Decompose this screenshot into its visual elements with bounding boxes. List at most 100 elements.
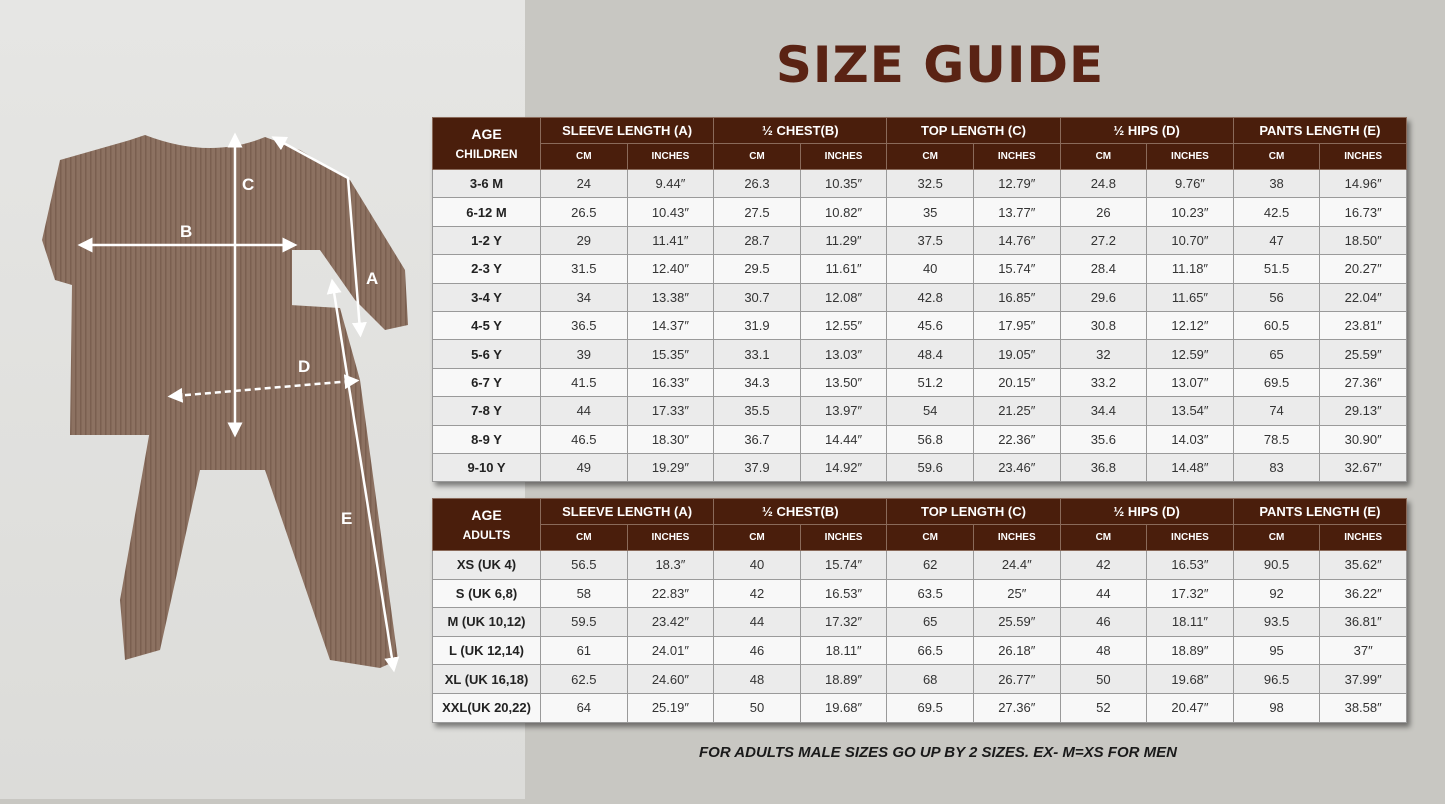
table-cell: 42.5	[1232, 197, 1321, 227]
table-cell: 24.8	[1059, 168, 1148, 199]
table-cell: 18.50″	[1319, 225, 1407, 256]
table-cell: 50	[1059, 664, 1148, 694]
table-cell: 30.7	[713, 282, 801, 312]
table-cell: 52	[1059, 692, 1148, 723]
table-cell: 23.81″	[1319, 310, 1407, 341]
table-cell: 9.44″	[626, 168, 715, 199]
table-cell: 17.95″	[972, 310, 1061, 341]
table-cell: 28.4	[1059, 254, 1148, 284]
unit-cm: CM	[540, 143, 628, 170]
unit-cm: CM	[886, 524, 974, 551]
table-cell: 44	[1059, 578, 1148, 609]
table-cell: 56.5	[540, 550, 628, 580]
column-group-header: ½ HIPS (D)	[1059, 117, 1234, 144]
table-cell: 17.33″	[626, 396, 715, 426]
table-row: 5-6 Y 39 15.35″ 33.1 13.03″ 48.4 19.05″ 32 12.59…	[432, 339, 1407, 369]
table-cell: 31.9	[713, 310, 801, 341]
table-cell: 33.1	[713, 339, 801, 369]
size-label: 8-9 Y	[432, 424, 541, 454]
table-cell: 36.22″	[1319, 578, 1407, 609]
table-cell: 51.5	[1232, 254, 1321, 284]
table-cell: 31.5	[540, 254, 628, 284]
table-cell: 78.5	[1232, 424, 1321, 454]
table-cell: 40	[713, 550, 801, 580]
table-cell: 13.03″	[799, 339, 888, 369]
table-cell: 46.5	[540, 424, 628, 454]
table-cell: 61	[540, 635, 628, 666]
table-cell: 59.6	[886, 452, 974, 483]
unit-row: CM INCHES CM INCHES CM INCHES CM INCHES CM INCHES	[433, 143, 1407, 170]
table-cell: 36.81″	[1319, 607, 1407, 637]
table-cell: 14.96″	[1319, 168, 1407, 199]
children-size-table: AGE CHILDREN SLEEVE LENGTH (A) ½ CHEST(B) TO…	[432, 117, 1408, 483]
table-cell: 14.37″	[626, 310, 715, 341]
table-cell: 26.5	[540, 197, 628, 227]
table-cell: 64	[540, 692, 628, 723]
table-cell: 34.4	[1059, 396, 1148, 426]
table-cell: 19.68″	[1146, 664, 1234, 694]
table-cell: 32	[1059, 339, 1148, 369]
table-cell: 10.23″	[1146, 197, 1234, 227]
unit-cm: CM	[713, 524, 801, 551]
unit-inches: INCHES	[1146, 524, 1234, 551]
table-cell: 56.8	[886, 424, 974, 454]
table-cell: 34	[540, 282, 628, 312]
table-cell: 29.13″	[1319, 396, 1407, 426]
group-label: ADULTS	[462, 527, 511, 542]
table-cell: 44	[540, 396, 628, 426]
size-label: XL (UK 16,18)	[432, 664, 541, 694]
table-row: XL (UK 16,18) 62.5 24.60″ 48 18.89″ 68 26.77″ 5…	[432, 664, 1407, 694]
table-cell: 65	[886, 607, 974, 637]
table-cell: 40	[886, 254, 974, 284]
size-label: 4-5 Y	[432, 310, 541, 341]
table-cell: 36.8	[1059, 452, 1148, 483]
table-cell: 12.40″	[626, 254, 715, 284]
table-cell: 29.5	[713, 254, 801, 284]
header-row: AGE CHILDREN SLEEVE LENGTH (A) ½ CHEST(B) TO…	[432, 117, 1408, 170]
table-cell: 11.18″	[1146, 254, 1234, 284]
table-cell: 42	[713, 578, 801, 609]
table-cell: 14.92″	[799, 452, 888, 483]
age-label: AGE	[471, 125, 502, 142]
table-cell: 16.33″	[626, 367, 715, 398]
header-row: AGE ADULTS SLEEVE LENGTH (A) ½ CHEST(B) TOP …	[432, 498, 1408, 551]
table-cell: 20.47″	[1146, 692, 1234, 723]
table-cell: 15.35″	[626, 339, 715, 369]
unit-inches: INCHES	[1319, 143, 1407, 170]
unit-cm: CM	[1059, 524, 1148, 551]
size-label: S (UK 6,8)	[432, 578, 541, 609]
table-cell: 17.32″	[1146, 578, 1234, 609]
table-cell: 24.01″	[626, 635, 715, 666]
size-label: 5-6 Y	[432, 339, 541, 369]
table-cell: 10.70″	[1146, 225, 1234, 256]
column-group-header: ½ CHEST(B)	[713, 498, 888, 525]
unit-cm: CM	[1232, 143, 1321, 170]
table-cell: 54	[886, 396, 974, 426]
column-group-header: SLEEVE LENGTH (A)	[539, 498, 715, 525]
table-cell: 42.8	[886, 282, 974, 312]
table-cell: 20.15″	[972, 367, 1061, 398]
table-cell: 13.07″	[1146, 367, 1234, 398]
table-row: 7-8 Y 44 17.33″ 35.5 13.97″ 54 21.25″ 34.4 13.54…	[432, 396, 1407, 426]
unit-inches: INCHES	[799, 524, 888, 551]
age-header: AGE CHILDREN	[432, 117, 541, 170]
table-cell: 13.97″	[799, 396, 888, 426]
table-cell: 13.38″	[626, 282, 715, 312]
table-row: M (UK 10,12) 59.5 23.42″ 44 17.32″ 65 25.59″ 46…	[432, 607, 1407, 637]
table-cell: 68	[886, 664, 974, 694]
table-cell: 13.50″	[799, 367, 888, 398]
table-cell: 74	[1232, 396, 1321, 426]
label-d: D	[298, 357, 310, 376]
table-cell: 58	[540, 578, 628, 609]
table-cell: 16.53″	[799, 578, 888, 609]
pajama-measurement-diagram: B C A D E	[42, 132, 408, 673]
table-cell: 32.5	[886, 168, 974, 199]
table-row: 3-6 M 24 9.44″ 26.3 10.35″ 32.5 12.79″ 24.8 9.76…	[432, 168, 1407, 199]
table-cell: 44	[713, 607, 801, 637]
table-cell: 10.43″	[626, 197, 715, 227]
adults-size-table: AGE ADULTS SLEEVE LENGTH (A) ½ CHEST(B) TOP …	[432, 498, 1408, 723]
unit-cm: CM	[713, 143, 801, 170]
sizing-note: FOR ADULTS MALE SIZES GO UP BY 2 SIZES. …	[699, 744, 1177, 761]
table-cell: 24.4″	[972, 550, 1061, 580]
table-cell: 27.36″	[972, 692, 1061, 723]
